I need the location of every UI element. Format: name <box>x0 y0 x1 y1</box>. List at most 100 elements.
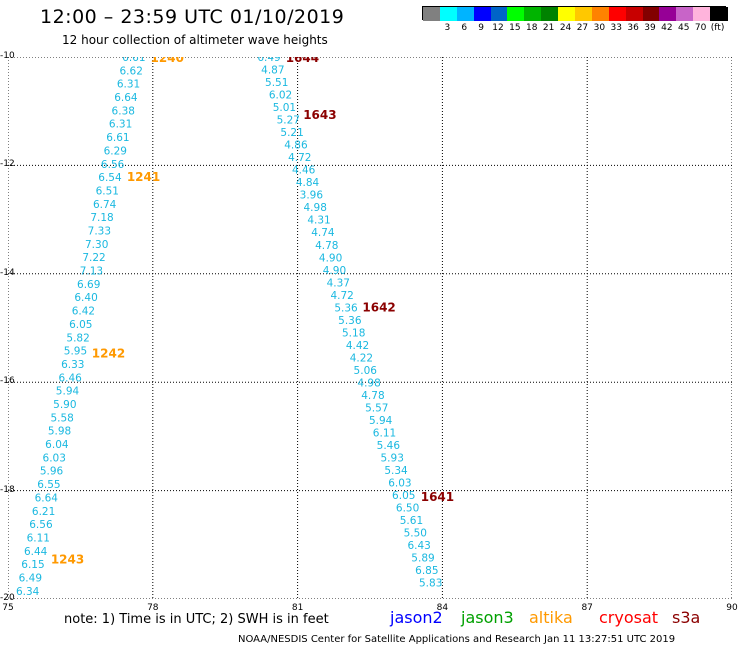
satellite-cryosat: cryosat <box>599 608 659 627</box>
pass-time-label: 1241 <box>127 170 160 184</box>
y-tick-label: -10 <box>0 51 15 61</box>
pass-time-label: 1643 <box>303 108 336 122</box>
wave-height-value: 3.96 <box>300 190 324 202</box>
color-scale-label: 15 <box>509 23 521 33</box>
x-tick-label: 81 <box>291 603 304 613</box>
wave-height-value: 6.34 <box>16 586 40 598</box>
page-title: 12:00 – 23:59 UTC 01/10/2019 <box>40 6 345 28</box>
wave-height-value: 5.94 <box>369 415 393 427</box>
color-swatch <box>575 7 593 21</box>
wave-height-value: 7.33 <box>88 226 111 238</box>
color-swatch <box>625 7 644 21</box>
wave-height-value: 6.21 <box>32 506 55 518</box>
color-swatch <box>558 7 576 21</box>
y-tick-label: -16 <box>0 376 15 387</box>
wave-height-value: 4.98 <box>357 377 380 389</box>
wave-height-value: 5.36 <box>338 315 362 327</box>
wave-height-value: 7.13 <box>80 266 103 278</box>
wave-height-value: 5.01 <box>273 102 296 114</box>
wave-height-value: 5.96 <box>40 466 64 478</box>
color-swatch <box>608 7 627 21</box>
y-tick-label: -14 <box>0 267 15 278</box>
wave-height-value: 6.15 <box>21 559 44 571</box>
color-swatch <box>642 7 661 21</box>
x-tick-label: 87 <box>581 603 593 613</box>
wave-height-value: 6.46 <box>58 372 82 384</box>
color-scale-label: 9 <box>478 23 484 33</box>
color-scale-label: 3 <box>444 23 451 33</box>
wave-height-value: 6.56 <box>29 519 53 531</box>
color-scale-label: (ft) <box>710 23 725 33</box>
wave-height-value: 6.33 <box>61 359 84 371</box>
pass-time-label: 1240 <box>151 57 184 65</box>
wave-height-value: 6.62 <box>120 65 143 77</box>
wave-height-value: 5.94 <box>56 386 80 398</box>
color-scale-label: 45 <box>678 23 690 33</box>
wave-height-value: 5.36 <box>334 302 358 314</box>
pass-time-label: 1242 <box>92 346 125 360</box>
wave-height-value: 6.31 <box>117 79 140 91</box>
wave-height-value: 6.38 <box>112 105 135 117</box>
color-swatch <box>591 7 610 21</box>
x-tick-label: 75 <box>2 603 14 613</box>
x-tick-label: 78 <box>147 603 159 613</box>
wave-height-value: 6.40 <box>74 292 97 304</box>
wave-height-value: 6.31 <box>109 119 132 131</box>
wave-height-value: 5.61 <box>400 515 423 527</box>
wave-height-value: 5.50 <box>404 528 427 540</box>
wave-height-value: 6.11 <box>27 532 50 544</box>
wave-height-value: 4.86 <box>284 140 308 152</box>
color-swatch <box>507 7 526 21</box>
color-swatch <box>439 7 458 21</box>
wave-height-value: 6.51 <box>96 185 119 197</box>
wave-height-value: 6.61 <box>122 57 145 64</box>
color-scale-label: 6 <box>461 23 468 33</box>
page-subtitle: 12 hour collection of altimeter wave hei… <box>62 33 328 47</box>
pass-time-label: 1641 <box>421 490 454 504</box>
color-swatch <box>710 7 728 21</box>
wave-height-value: 6.02 <box>269 90 292 102</box>
y-tick-label: -18 <box>0 484 15 495</box>
wave-height-value: 6.50 <box>396 503 419 515</box>
wave-height-value: 6.54 <box>98 172 122 184</box>
wave-height-value: 4.98 <box>304 202 327 214</box>
color-scale-bar <box>422 6 728 21</box>
wave-height-value: 4.90 <box>319 252 342 264</box>
x-tick-label: 84 <box>436 603 449 613</box>
wave-height-value: 6.56 <box>101 159 125 171</box>
pass-time-label: 1243 <box>51 552 84 566</box>
wave-height-value: 6.74 <box>93 199 117 211</box>
wave-height-value: 5.21 <box>280 127 303 139</box>
wave-height-value: 6.29 <box>104 145 127 157</box>
wave-height-value: 6.61 <box>106 132 129 144</box>
color-swatch <box>676 7 695 21</box>
wave-height-value: 5.58 <box>50 412 73 424</box>
color-scale-label: 36 <box>627 23 639 33</box>
wave-height-value: 4.46 <box>292 165 316 177</box>
satellite-s3a: s3a <box>672 608 701 627</box>
color-scale-label: 30 <box>593 23 606 33</box>
color-scale-label: 18 <box>526 23 538 33</box>
wave-height-value: 4.78 <box>315 240 338 252</box>
pass-time-label: 1644 <box>286 57 319 65</box>
wave-height-value: 6.03 <box>43 452 66 464</box>
wave-height-value: 6.49 <box>19 573 42 585</box>
color-swatch <box>693 7 712 21</box>
wave-height-value: 4.37 <box>327 277 350 289</box>
wave-height-value: 5.18 <box>342 327 365 339</box>
wave-height-value: 5.51 <box>265 77 288 89</box>
color-swatch <box>456 7 475 21</box>
wave-height-value: 7.22 <box>82 252 105 264</box>
wave-height-value: 4.84 <box>296 177 320 189</box>
color-swatch <box>541 7 560 21</box>
wave-height-value: 6.42 <box>72 306 95 318</box>
wave-height-value: 5.93 <box>381 453 404 465</box>
color-swatch <box>473 7 492 21</box>
wave-height-value: 6.05 <box>69 319 92 331</box>
wave-height-value: 5.06 <box>354 365 378 377</box>
wave-height-value: 4.72 <box>330 290 353 302</box>
wave-height-value: 4.90 <box>323 265 346 277</box>
wave-height-value: 4.31 <box>307 215 330 227</box>
footer-credit: NOAA/NESDIS Center for Satellite Applica… <box>238 634 676 645</box>
wave-height-value: 6.55 <box>37 479 60 491</box>
